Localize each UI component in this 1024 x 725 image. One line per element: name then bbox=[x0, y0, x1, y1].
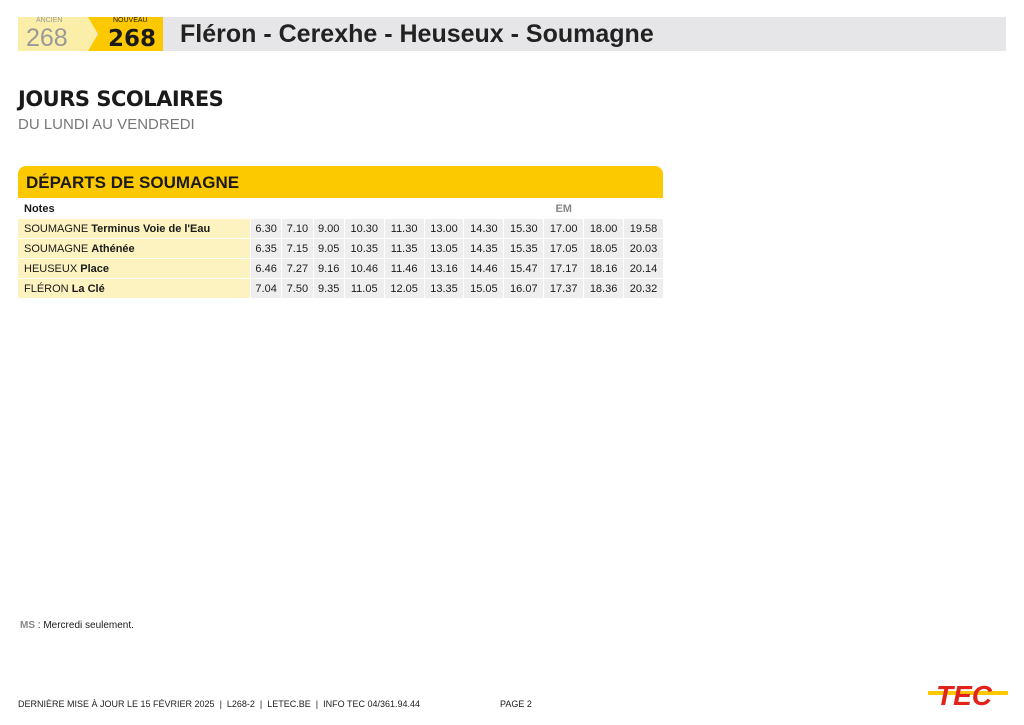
timetable: Notes EM SOUMAGNE Terminus Voie de l'Eau 6.… bbox=[17, 198, 664, 299]
section-title: JOURS SCOLAIRES bbox=[18, 87, 224, 111]
timetable-panel: DÉPARTS DE SOUMAGNE Notes EM SOUMAGNE Term… bbox=[18, 166, 663, 299]
section-subtitle: DU LUNDI AU VENDREDI bbox=[18, 116, 195, 133]
line-header: ANCIEN 268 NOUVEAU 268 Fléron - Cerexhe … bbox=[18, 17, 1006, 51]
departure-time: 14.35 bbox=[464, 239, 504, 258]
departure-time: 6.30 bbox=[251, 219, 282, 238]
departure-time: 18.16 bbox=[584, 259, 624, 278]
stop-town: HEUSEUX bbox=[24, 262, 78, 275]
departure-time: 7.50 bbox=[282, 279, 313, 298]
table-row: SOUMAGNE Athénée 6.35 7.15 9.05 10.35 11.35 13… bbox=[18, 239, 663, 258]
departure-time: 10.35 bbox=[344, 239, 384, 258]
departure-time: 6.35 bbox=[251, 239, 282, 258]
departure-time: 7.04 bbox=[251, 279, 282, 298]
departure-time: 17.05 bbox=[544, 239, 584, 258]
note-cell bbox=[251, 199, 281, 218]
note-cell bbox=[584, 199, 623, 218]
new-number: 268 bbox=[108, 26, 157, 52]
note-cell: EM bbox=[555, 202, 572, 215]
departure-time: 7.27 bbox=[282, 259, 313, 278]
departure-time: 7.15 bbox=[282, 239, 313, 258]
old-label: ANCIEN bbox=[36, 17, 63, 24]
footnote-code: MS bbox=[20, 620, 35, 631]
departure-time: 13.35 bbox=[424, 279, 464, 298]
footnote-text: : Mercredi seulement. bbox=[35, 620, 134, 631]
stop-town: FLÉRON bbox=[24, 282, 69, 295]
stop-label: Place bbox=[80, 262, 109, 275]
departure-time: 11.30 bbox=[384, 219, 424, 238]
departure-time: 13.05 bbox=[424, 239, 464, 258]
footnote: MS : Mercredi seulement. bbox=[20, 620, 134, 632]
departure-time: 17.17 bbox=[544, 259, 584, 278]
departure-time: 16.07 bbox=[504, 279, 544, 298]
svg-text:TEC: TEC bbox=[936, 680, 993, 710]
notes-label: Notes bbox=[24, 202, 55, 215]
stop-label: La Clé bbox=[71, 282, 105, 295]
old-number: 268 bbox=[26, 24, 68, 52]
new-label: NOUVEAU bbox=[113, 17, 148, 24]
note-cell bbox=[282, 199, 312, 218]
departure-time: 9.00 bbox=[313, 219, 344, 238]
departure-time: 10.30 bbox=[344, 219, 384, 238]
stop-name: SOUMAGNE Terminus Voie de l'Eau bbox=[18, 219, 250, 238]
departure-time: 19.58 bbox=[624, 219, 663, 238]
departure-time: 18.05 bbox=[584, 239, 624, 258]
departure-time: 20.32 bbox=[624, 279, 663, 298]
departure-time: 9.16 bbox=[313, 259, 344, 278]
departure-time: 11.35 bbox=[384, 239, 424, 258]
stop-town: SOUMAGNE bbox=[24, 242, 89, 255]
departure-time: 11.05 bbox=[344, 279, 384, 298]
old-line-badge: ANCIEN 268 bbox=[18, 17, 96, 51]
tec-logo: TEC bbox=[928, 680, 1008, 710]
stop-name: SOUMAGNE Athénée bbox=[18, 239, 250, 258]
departure-time: 15.47 bbox=[504, 259, 544, 278]
note-cell bbox=[425, 199, 464, 218]
departure-time: 15.30 bbox=[504, 219, 544, 238]
new-line-badge: NOUVEAU 268 bbox=[88, 17, 163, 51]
departure-time: 6.46 bbox=[251, 259, 282, 278]
note-cell bbox=[385, 199, 424, 218]
table-row: SOUMAGNE Terminus Voie de l'Eau 6.30 7.10 9… bbox=[18, 219, 663, 238]
departure-time: 13.00 bbox=[424, 219, 464, 238]
route-title: Fléron - Cerexhe - Heuseux - Soumagne bbox=[180, 20, 654, 48]
departure-time: 18.00 bbox=[584, 219, 624, 238]
table-row: HEUSEUX Place 6.46 7.27 9.16 10.46 11.46 13.16… bbox=[18, 259, 663, 278]
notes-row: Notes EM bbox=[18, 199, 663, 218]
stop-label: Athénée bbox=[91, 242, 135, 255]
footer-info: DERNIÈRE MISE À JOUR LE 15 FÉVRIER 2025 … bbox=[18, 699, 421, 709]
departure-time: 18.36 bbox=[584, 279, 624, 298]
timetable-title: DÉPARTS DE SOUMAGNE bbox=[18, 166, 663, 198]
note-cell bbox=[464, 199, 503, 218]
departure-time: 13.16 bbox=[424, 259, 464, 278]
departure-time: 17.37 bbox=[544, 279, 584, 298]
stop-name: FLÉRON La Clé bbox=[18, 279, 250, 298]
stop-label: Terminus Voie de l'Eau bbox=[91, 222, 211, 235]
note-cell bbox=[345, 199, 384, 218]
stop-town: SOUMAGNE bbox=[24, 222, 89, 235]
departure-time: 20.14 bbox=[624, 259, 663, 278]
departure-time: 20.03 bbox=[624, 239, 663, 258]
departure-time: 15.05 bbox=[464, 279, 504, 298]
departure-time: 12.05 bbox=[384, 279, 424, 298]
departure-time: 14.30 bbox=[464, 219, 504, 238]
note-cell bbox=[314, 199, 344, 218]
stop-name: HEUSEUX Place bbox=[18, 259, 250, 278]
note-cell bbox=[624, 199, 663, 218]
departure-time: 15.35 bbox=[504, 239, 544, 258]
departure-time: 9.35 bbox=[313, 279, 344, 298]
departure-time: 7.10 bbox=[282, 219, 313, 238]
note-cell bbox=[504, 199, 543, 218]
page-number: PAGE 2 bbox=[500, 699, 532, 709]
table-row: FLÉRON La Clé 7.04 7.50 9.35 11.05 12.05 13.35… bbox=[18, 279, 663, 298]
departure-time: 9.05 bbox=[313, 239, 344, 258]
departure-time: 17.00 bbox=[544, 219, 584, 238]
departure-time: 14.46 bbox=[464, 259, 504, 278]
departure-time: 10.46 bbox=[344, 259, 384, 278]
departure-time: 11.46 bbox=[384, 259, 424, 278]
